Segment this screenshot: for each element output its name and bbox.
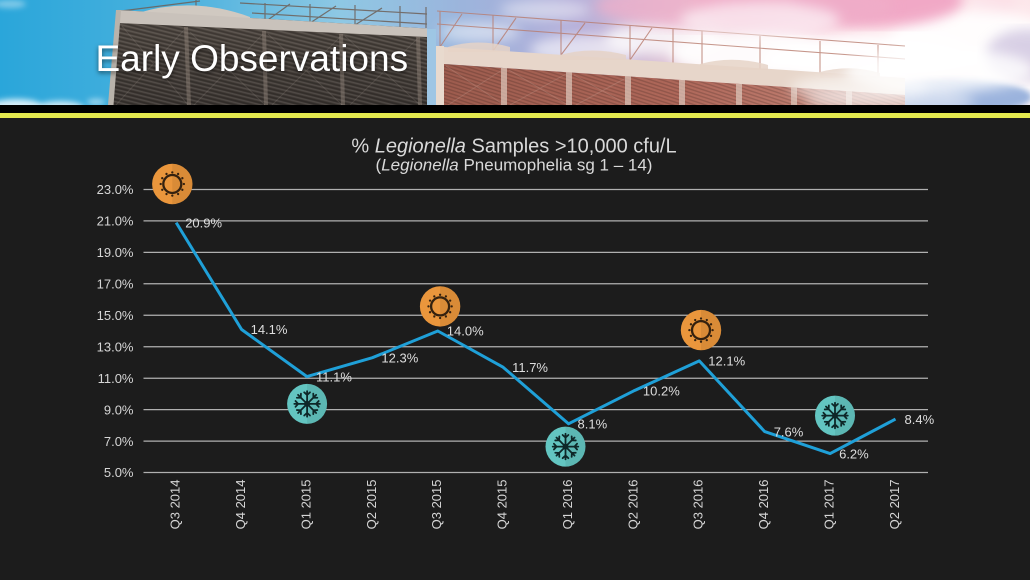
- svg-text:Q1 2016: Q1 2016: [560, 480, 575, 530]
- svg-text:12.1%: 12.1%: [708, 354, 745, 369]
- svg-text:8.1%: 8.1%: [578, 417, 608, 432]
- svg-text:23.0%: 23.0%: [97, 182, 134, 197]
- svg-text:12.3%: 12.3%: [381, 350, 418, 365]
- svg-text:9.0%: 9.0%: [104, 402, 134, 417]
- svg-text:Q4 2016: Q4 2016: [756, 480, 771, 530]
- svg-text:14.1%: 14.1%: [251, 322, 288, 337]
- svg-text:11.1%: 11.1%: [316, 369, 352, 384]
- svg-text:19.0%: 19.0%: [97, 245, 134, 260]
- svg-text:20.9%: 20.9%: [185, 215, 222, 230]
- svg-text:13.0%: 13.0%: [97, 339, 134, 354]
- svg-text:Q4 2014: Q4 2014: [233, 480, 248, 530]
- svg-text:(Legionella Pneumophelia sg 1: (Legionella Pneumophelia sg 1 – 14): [376, 156, 653, 175]
- svg-text:7.0%: 7.0%: [104, 434, 134, 449]
- svg-text:21.0%: 21.0%: [97, 214, 134, 229]
- svg-text:15.0%: 15.0%: [97, 308, 134, 323]
- svg-text:Q1 2017: Q1 2017: [822, 480, 837, 530]
- svg-text:Early Observations: Early Observations: [96, 38, 409, 79]
- svg-text:10.2%: 10.2%: [643, 384, 680, 399]
- svg-text:5.0%: 5.0%: [104, 465, 134, 480]
- svg-text:Q1 2015: Q1 2015: [298, 480, 313, 530]
- svg-text:Q4 2015: Q4 2015: [495, 480, 510, 530]
- svg-text:Q2 2015: Q2 2015: [364, 480, 379, 530]
- svg-text:11.7%: 11.7%: [512, 360, 548, 375]
- svg-text:7.6%: 7.6%: [774, 424, 804, 439]
- svg-text:8.4%: 8.4%: [905, 412, 935, 427]
- svg-text:Q2 2017: Q2 2017: [887, 480, 902, 530]
- svg-text:Q3 2016: Q3 2016: [691, 480, 706, 530]
- svg-text:17.0%: 17.0%: [97, 277, 134, 292]
- svg-text:Q2 2016: Q2 2016: [625, 480, 640, 530]
- svg-text:Q3 2014: Q3 2014: [168, 480, 183, 530]
- svg-text:14.0%: 14.0%: [447, 324, 484, 339]
- svg-text:Q3 2015: Q3 2015: [429, 480, 444, 530]
- svg-text:11.0%: 11.0%: [98, 371, 134, 386]
- svg-text:6.2%: 6.2%: [839, 446, 869, 461]
- svg-text:% Legionella Samples >10,000 c: % Legionella Samples >10,000 cfu/L: [351, 136, 676, 158]
